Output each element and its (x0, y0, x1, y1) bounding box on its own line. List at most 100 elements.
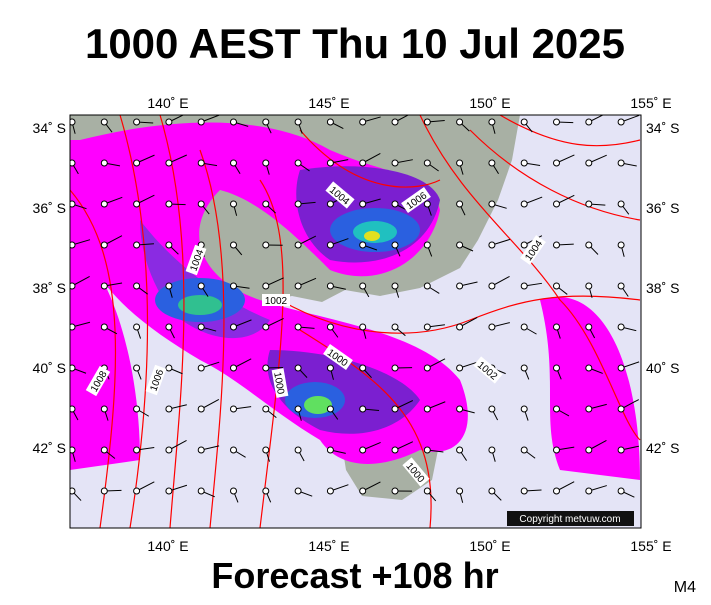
barb-station (457, 406, 463, 412)
lat-label: 34˚ S (646, 120, 679, 136)
barb-station (295, 201, 301, 207)
barb-station (457, 160, 463, 166)
barb-station (166, 447, 172, 453)
barb-station (457, 119, 463, 125)
barb-station (295, 365, 301, 371)
barb-station (392, 447, 398, 453)
isobar-label: 1002 (262, 294, 290, 307)
barb-station (457, 324, 463, 330)
barb-station (554, 365, 560, 371)
barb-station (166, 406, 172, 412)
barb-station (263, 365, 269, 371)
barb-station (327, 119, 333, 125)
barb-station (231, 406, 237, 412)
barb-station (521, 324, 527, 330)
barb-station (457, 242, 463, 248)
barb-station (166, 365, 172, 371)
barb-station (457, 447, 463, 453)
barb-station (263, 119, 269, 125)
barb-station (231, 365, 237, 371)
lat-label: 36˚ S (646, 200, 679, 216)
lon-label: 155˚ E (630, 95, 671, 111)
barb-station (521, 283, 527, 289)
barb-station (618, 488, 624, 494)
lat-label: 34˚ S (33, 120, 66, 136)
barb-station (489, 447, 495, 453)
barb-station (521, 119, 527, 125)
barb-station (134, 324, 140, 330)
barb-station (263, 324, 269, 330)
barb-station (198, 365, 204, 371)
map-area (69, 113, 641, 528)
barb-station (392, 406, 398, 412)
barb-station (392, 365, 398, 371)
lon-label: 155˚ E (630, 538, 671, 554)
barb-station (295, 447, 301, 453)
barb-station (360, 242, 366, 248)
barb-station (360, 283, 366, 289)
barb-station (392, 160, 398, 166)
barb-station (489, 160, 495, 166)
lat-label: 38˚ S (33, 280, 66, 296)
barb-station (101, 242, 107, 248)
barb-station (101, 201, 107, 207)
barb-station (295, 119, 301, 125)
barb-station (554, 242, 560, 248)
barb-station (554, 488, 560, 494)
barb-station (327, 406, 333, 412)
barb-station (198, 324, 204, 330)
model-label: M4 (674, 579, 696, 596)
barb-station (134, 488, 140, 494)
lat-label: 40˚ S (646, 360, 679, 376)
barb-station (295, 283, 301, 289)
barb-station (263, 242, 269, 248)
lon-label: 150˚ E (469, 538, 510, 554)
lat-label: 36˚ S (33, 200, 66, 216)
barb-station (101, 283, 107, 289)
barb-station (457, 488, 463, 494)
lat-label: 38˚ S (646, 280, 679, 296)
barb-station (618, 201, 624, 207)
barb-station (134, 365, 140, 371)
barb-station (295, 488, 301, 494)
barb-station (295, 242, 301, 248)
barb-station (554, 324, 560, 330)
barb-station (134, 201, 140, 207)
barb-station (134, 160, 140, 166)
barb-station (586, 488, 592, 494)
barb-station (295, 160, 301, 166)
barb-station (618, 406, 624, 412)
barb-station (618, 160, 624, 166)
barb-station (295, 324, 301, 330)
barb-station (198, 447, 204, 453)
barb-station (618, 447, 624, 453)
barb-station (424, 283, 430, 289)
barb-station (166, 283, 172, 289)
barb-station (618, 119, 624, 125)
barb-station (198, 488, 204, 494)
forecast-label: Forecast +108 hr (211, 555, 498, 596)
title: 1000 AEST Thu 10 Jul 2025 (85, 20, 625, 67)
lon-label: 140˚ E (147, 538, 188, 554)
copyright: Copyright metvuw.com (519, 514, 620, 525)
lat-label: 42˚ S (646, 440, 679, 456)
barb-station (198, 119, 204, 125)
barb-station (360, 365, 366, 371)
barb-station (424, 324, 430, 330)
barb-station (457, 201, 463, 207)
barb-station (554, 447, 560, 453)
lat-label: 42˚ S (33, 440, 66, 456)
barb-station (327, 201, 333, 207)
barb-station (166, 201, 172, 207)
barb-station (231, 283, 237, 289)
barb-station (231, 447, 237, 453)
barb-station (392, 283, 398, 289)
barb-station (231, 201, 237, 207)
barb-station (327, 283, 333, 289)
barb-station (263, 488, 269, 494)
barb-station (489, 119, 495, 125)
barb-station (586, 119, 592, 125)
barb-station (586, 283, 592, 289)
barb-station (166, 119, 172, 125)
barb-station (424, 447, 430, 453)
